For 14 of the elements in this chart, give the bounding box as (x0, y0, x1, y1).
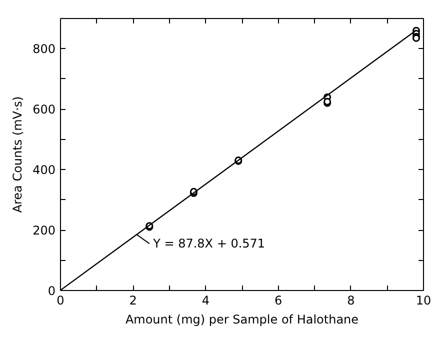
y-tick-label: 400 (32, 163, 56, 178)
x-tick-label: 2 (129, 294, 137, 308)
x-axis-title: Amount (mg) per Sample of Halothane (125, 312, 359, 326)
x-tick-label: 10 (416, 294, 432, 308)
y-tick-label: 800 (32, 42, 56, 56)
y-tick-label: 0 (48, 284, 56, 298)
y-tick-label: 200 (32, 224, 56, 238)
x-tick-label: 0 (56, 294, 64, 308)
x-tick-label: 4 (202, 294, 210, 308)
x-tick-label: 8 (347, 294, 355, 308)
y-axis-title: Area Counts (mV·s) (10, 96, 25, 213)
x-tick-label: 6 (274, 294, 282, 308)
y-tick-label: 600 (32, 102, 56, 117)
annotation: Y = 87.8X + 0.571 (152, 236, 266, 251)
